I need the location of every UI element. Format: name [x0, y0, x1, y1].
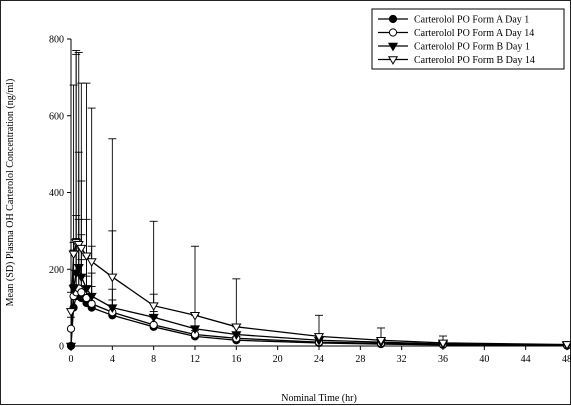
x-tick-label: 4 [110, 354, 115, 365]
x-tick-label: 12 [190, 354, 200, 365]
legend-marker [388, 14, 398, 24]
data-point-series-3 [148, 313, 159, 323]
data-point-series-4 [65, 308, 77, 317]
legend-entry-label: Carterolol PO Form B Day 1 [414, 42, 530, 53]
data-point-series-3 [68, 285, 79, 294]
legend-entry-label: Carterolol PO Form A Day 14 [414, 28, 534, 39]
x-tick-label: 20 [273, 354, 283, 365]
data-point-series-3 [107, 304, 118, 314]
markers-group [65, 239, 571, 352]
data-point-series-4 [561, 341, 571, 350]
x-axis-title: Nominal Time (hr) [281, 393, 357, 404]
x-tick-label: 16 [231, 354, 241, 365]
x-tick-label: 0 [69, 354, 74, 365]
x-tick-label: 44 [521, 354, 531, 365]
data-point-series-2 [66, 324, 76, 333]
data-point-series-4 [86, 258, 97, 267]
data-point-series-4 [231, 323, 242, 333]
x-tick-label: 48 [562, 354, 571, 365]
data-point-series-4 [107, 273, 118, 283]
data-point-series-4 [189, 312, 201, 321]
data-point-series-4 [76, 244, 87, 254]
y-tick-label: 800 [49, 35, 64, 46]
x-tick-label: 8 [151, 354, 156, 365]
data-point-series-4 [81, 252, 92, 262]
data-point-series-3 [86, 292, 97, 302]
x-tick-label: 36 [438, 354, 448, 365]
data-point-series-4 [375, 336, 387, 346]
data-point-series-4 [148, 302, 159, 312]
error-bars-group [67, 50, 571, 346]
y-tick-label: 600 [49, 111, 64, 122]
legend-entry-label: Carterolol PO Form A Day 1 [414, 15, 529, 26]
y-tick-label: 400 [49, 188, 64, 199]
y-axis-title: Mean (SD) Plasma OH Carterolol Concentra… [5, 79, 16, 307]
data-point-series-3 [65, 342, 77, 352]
x-tick-label: 32 [397, 354, 407, 365]
y-tick-label: 0 [59, 342, 64, 353]
x-tick-label: 28 [355, 354, 365, 365]
data-point-series-3 [73, 264, 84, 273]
legend-marker [387, 56, 399, 65]
x-tick-label: 24 [314, 354, 324, 365]
x-tick-label: 40 [479, 354, 489, 365]
data-point-series-4 [313, 333, 325, 342]
data-point-series-4 [68, 250, 79, 260]
data-point-series-4 [437, 339, 449, 349]
legend: Carterolol PO Form A Day 1 Carterolol PO … [371, 8, 565, 70]
data-point-series-3 [189, 325, 201, 335]
legend-marker [387, 42, 399, 52]
legend-entry-label: Carterolol PO Form B Day 14 [414, 55, 535, 66]
data-point-series-3 [81, 285, 92, 294]
data-point-series-3 [76, 273, 87, 283]
y-tick-label: 200 [49, 265, 64, 276]
legend-marker [388, 28, 398, 37]
data-point-series-2 [77, 288, 86, 297]
